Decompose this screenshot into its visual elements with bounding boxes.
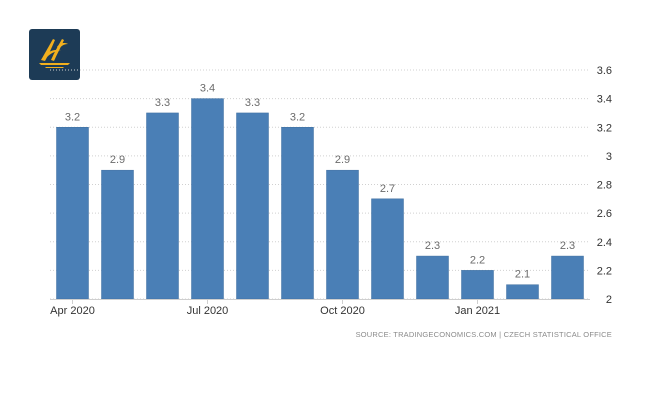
- y-tick-label: 3.4: [597, 94, 612, 106]
- bar-value-label: 3.3: [245, 97, 260, 109]
- brand-logo: [29, 29, 80, 80]
- source-attribution: SOURCE: TRADINGECONOMICS.COM | CZECH STA…: [355, 330, 612, 339]
- bar-value-label: 3.2: [290, 111, 305, 123]
- bar-value-label: 2.3: [425, 240, 440, 252]
- bar: [416, 255, 449, 300]
- bars: [56, 98, 584, 300]
- bar-value-label: 2.9: [110, 154, 125, 166]
- y-tick-label: 3.6: [597, 65, 612, 77]
- y-tick-label: 2: [606, 294, 612, 306]
- brand-logo-icon: [39, 39, 70, 68]
- bar: [236, 112, 269, 300]
- bar: [551, 255, 584, 300]
- x-tick-label: Apr 2020: [50, 305, 95, 317]
- bar: [56, 127, 89, 300]
- bar: [281, 127, 314, 300]
- bar-value-label: 3.3: [155, 97, 170, 109]
- x-axis-ticks: Apr 2020 Jul 2020 Oct 2020 Jan 2021: [50, 299, 500, 317]
- bar-value-label: 2.1: [515, 269, 530, 281]
- bar: [326, 169, 359, 300]
- x-tick-label: Jul 2020: [187, 305, 229, 317]
- bar: [101, 169, 134, 300]
- y-tick-label: 3.2: [597, 122, 612, 134]
- x-tick-label: Jan 2021: [455, 305, 500, 317]
- bar: [506, 284, 539, 300]
- bar-value-label: 2.3: [560, 240, 575, 252]
- bar: [371, 198, 404, 300]
- y-tick-label: 2.2: [597, 265, 612, 277]
- y-tick-label: 2.8: [597, 180, 612, 192]
- data-labels: 3.2 2.9 3.3 3.4 3.3 3.2 2.9 2.7 2.3 2.2 2.1 2.3: [65, 83, 575, 281]
- y-tick-label: 3: [606, 151, 612, 163]
- x-tick-label: Oct 2020: [320, 305, 365, 317]
- bar: [191, 98, 224, 300]
- y-tick-label: 2.6: [597, 208, 612, 220]
- bar: [461, 270, 494, 300]
- y-tick-label: 2.4: [597, 237, 612, 249]
- bar: [146, 112, 179, 300]
- bar-value-label: 2.2: [470, 254, 485, 266]
- y-axis-ticks: 2 2.2 2.4 2.6 2.8 3 3.2 3.4 3.6: [597, 65, 612, 306]
- bar-value-label: 2.9: [335, 154, 350, 166]
- bar-value-label: 2.7: [380, 183, 395, 195]
- bar-value-label: 3.2: [65, 111, 80, 123]
- bar-value-label: 3.4: [200, 83, 215, 95]
